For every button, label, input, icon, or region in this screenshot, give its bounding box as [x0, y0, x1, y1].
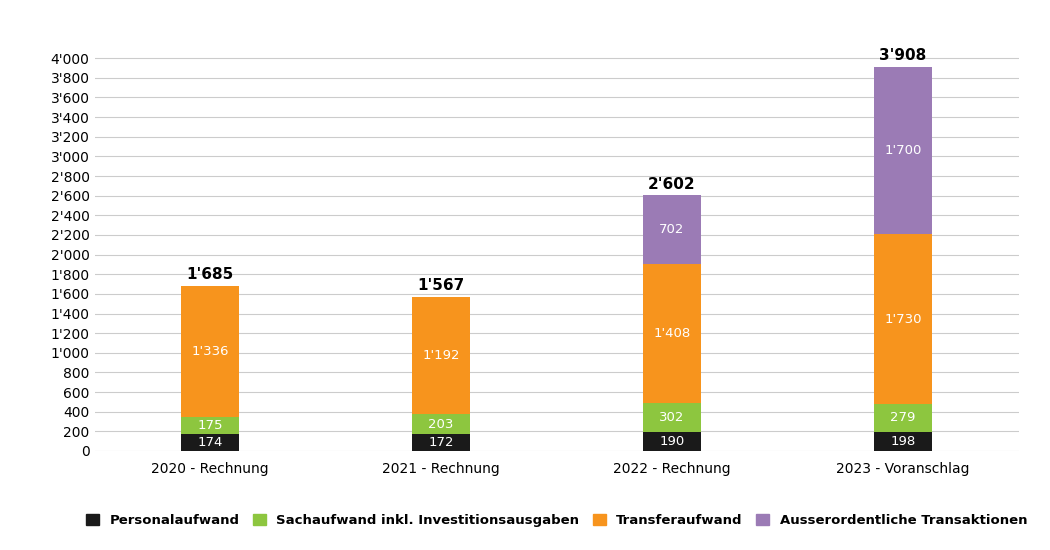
Text: 279: 279 [890, 411, 916, 425]
Text: 1'567: 1'567 [418, 278, 464, 293]
Text: 203: 203 [428, 417, 454, 431]
Bar [181, 285, 239, 417]
Bar [874, 404, 932, 432]
Text: 1'336: 1'336 [191, 345, 229, 358]
Text: 702: 702 [659, 223, 685, 236]
Bar [412, 414, 470, 434]
Text: 1'730: 1'730 [884, 313, 922, 326]
Bar [412, 434, 470, 451]
Bar [643, 403, 701, 432]
Text: 1'408: 1'408 [653, 327, 691, 340]
Text: 175: 175 [197, 419, 223, 432]
Text: 2'602: 2'602 [648, 177, 696, 191]
Text: 198: 198 [890, 435, 916, 448]
Bar [643, 265, 701, 403]
Bar [874, 67, 932, 234]
Bar [412, 297, 470, 414]
Text: 3'908: 3'908 [880, 48, 926, 63]
Text: 190: 190 [659, 435, 685, 448]
Bar [643, 195, 701, 265]
Bar [874, 234, 932, 404]
Text: 302: 302 [659, 411, 685, 424]
Text: 1'685: 1'685 [187, 267, 233, 282]
Bar [181, 434, 239, 451]
Bar [874, 432, 932, 451]
Legend: Personalaufwand, Sachaufwand inkl. Investitionsausgaben, Transferaufwand, Ausser: Personalaufwand, Sachaufwand inkl. Inves… [86, 514, 1027, 527]
Text: 1'192: 1'192 [422, 349, 460, 362]
Bar [643, 432, 701, 451]
Text: 1'700: 1'700 [884, 144, 922, 157]
Bar [181, 417, 239, 434]
Text: 172: 172 [428, 436, 454, 449]
Text: 174: 174 [197, 436, 223, 449]
